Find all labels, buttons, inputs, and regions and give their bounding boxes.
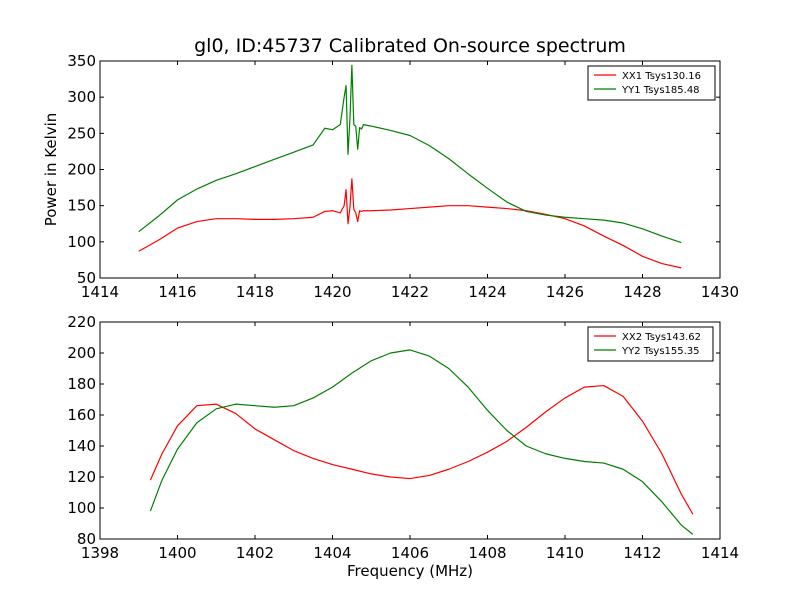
y-tick-label: 50 [77, 269, 96, 287]
legend: XX1 Tsys130.16 YY1 Tsys185.48 [587, 65, 716, 101]
y-tick-label: 250 [67, 124, 96, 142]
bottom-spectrum-panel: 1398 1400 1402 1404 1406 1408 1410 1412 1414 80 10… [67, 313, 739, 580]
x-tick-label: 1398 [81, 544, 119, 562]
y-axis-label: Power in Kelvin [42, 113, 60, 227]
y-tick-label: 150 [67, 197, 96, 215]
legend-entry: XX1 Tsys130.16 [622, 71, 701, 82]
x-tick-label: 1420 [313, 283, 351, 301]
x-tick-label: 1414 [81, 283, 119, 301]
y-tick-label: 200 [67, 344, 96, 362]
y-tick-label: 80 [77, 530, 96, 548]
x-tick-label: 1408 [468, 544, 506, 562]
chart-title: gl0, ID:45737 Calibrated On-source spect… [194, 35, 626, 57]
y-tick-label: 180 [67, 375, 96, 393]
x-tick-label: 1422 [391, 283, 429, 301]
legend-entry: XX2 Tsys143.62 [622, 332, 701, 343]
x-tick-label: 1414 [701, 544, 739, 562]
y-tick-label: 100 [67, 499, 96, 517]
x-tick-label: 1416 [158, 283, 196, 301]
x-axis-label: Frequency (MHz) [347, 562, 473, 580]
legend: XX2 Tsys143.62 YY2 Tsys155.35 [587, 326, 714, 362]
x-tick-label: 1426 [546, 283, 584, 301]
x-tick-label: 1406 [391, 544, 429, 562]
legend-box [587, 65, 716, 101]
top-spectrum-panel: 1414 1416 1418 1420 1422 1424 1426 1428 1430 50 10… [42, 52, 739, 301]
series-line-yy1 [138, 64, 682, 244]
y-tick-label: 120 [67, 468, 96, 486]
x-tick-label: 1430 [701, 283, 739, 301]
series-line-yy2 [149, 349, 694, 535]
y-tick-label: 300 [67, 88, 96, 106]
legend-entry: YY1 Tsys185.48 [621, 85, 700, 96]
y-tick-label: 200 [67, 161, 96, 179]
x-tick-label: 1428 [623, 283, 661, 301]
y-tick-label: 140 [67, 437, 96, 455]
y-tick-label: 350 [67, 52, 96, 70]
legend-box [587, 326, 714, 362]
y-tick-label: 160 [67, 406, 96, 424]
x-tick-label: 1424 [468, 283, 506, 301]
y-tick-label: 100 [67, 233, 96, 251]
x-tick-label: 1412 [623, 544, 661, 562]
legend-entry: YY2 Tsys155.35 [621, 346, 700, 357]
series-line-xx2 [149, 384, 694, 515]
x-tick-label: 1402 [236, 544, 274, 562]
x-tick-label: 1404 [313, 544, 351, 562]
y-tick-label: 220 [67, 313, 96, 331]
x-tick-label: 1418 [236, 283, 274, 301]
x-tick-label: 1400 [158, 544, 196, 562]
x-tick-label: 1410 [546, 544, 584, 562]
